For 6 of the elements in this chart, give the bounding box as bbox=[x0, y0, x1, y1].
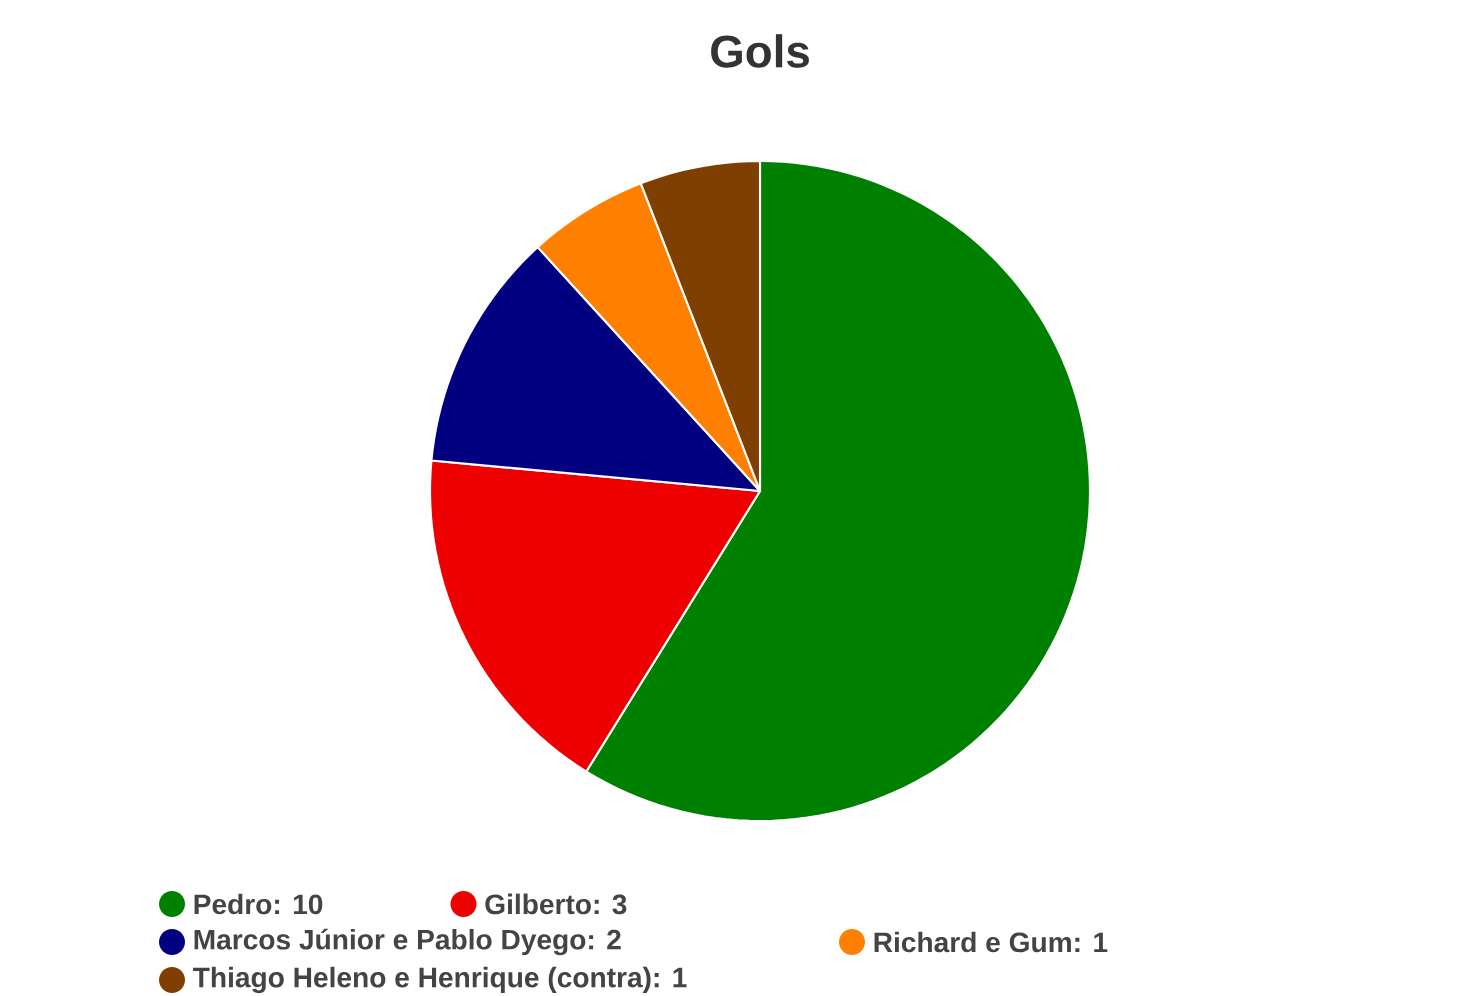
legend-label: Richard e Gum: 1 bbox=[874, 931, 1108, 953]
legend-label: Gilberto: 3 bbox=[485, 893, 627, 915]
legend-label: Thiago Heleno e Henrique (contra): 1 bbox=[193, 966, 687, 994]
chart-title: Gols bbox=[711, 34, 809, 68]
legend-label: Marcos Júnior e Pablo Dyego: 2 bbox=[194, 928, 621, 956]
legend-label: Pedro: 10 bbox=[194, 893, 323, 915]
